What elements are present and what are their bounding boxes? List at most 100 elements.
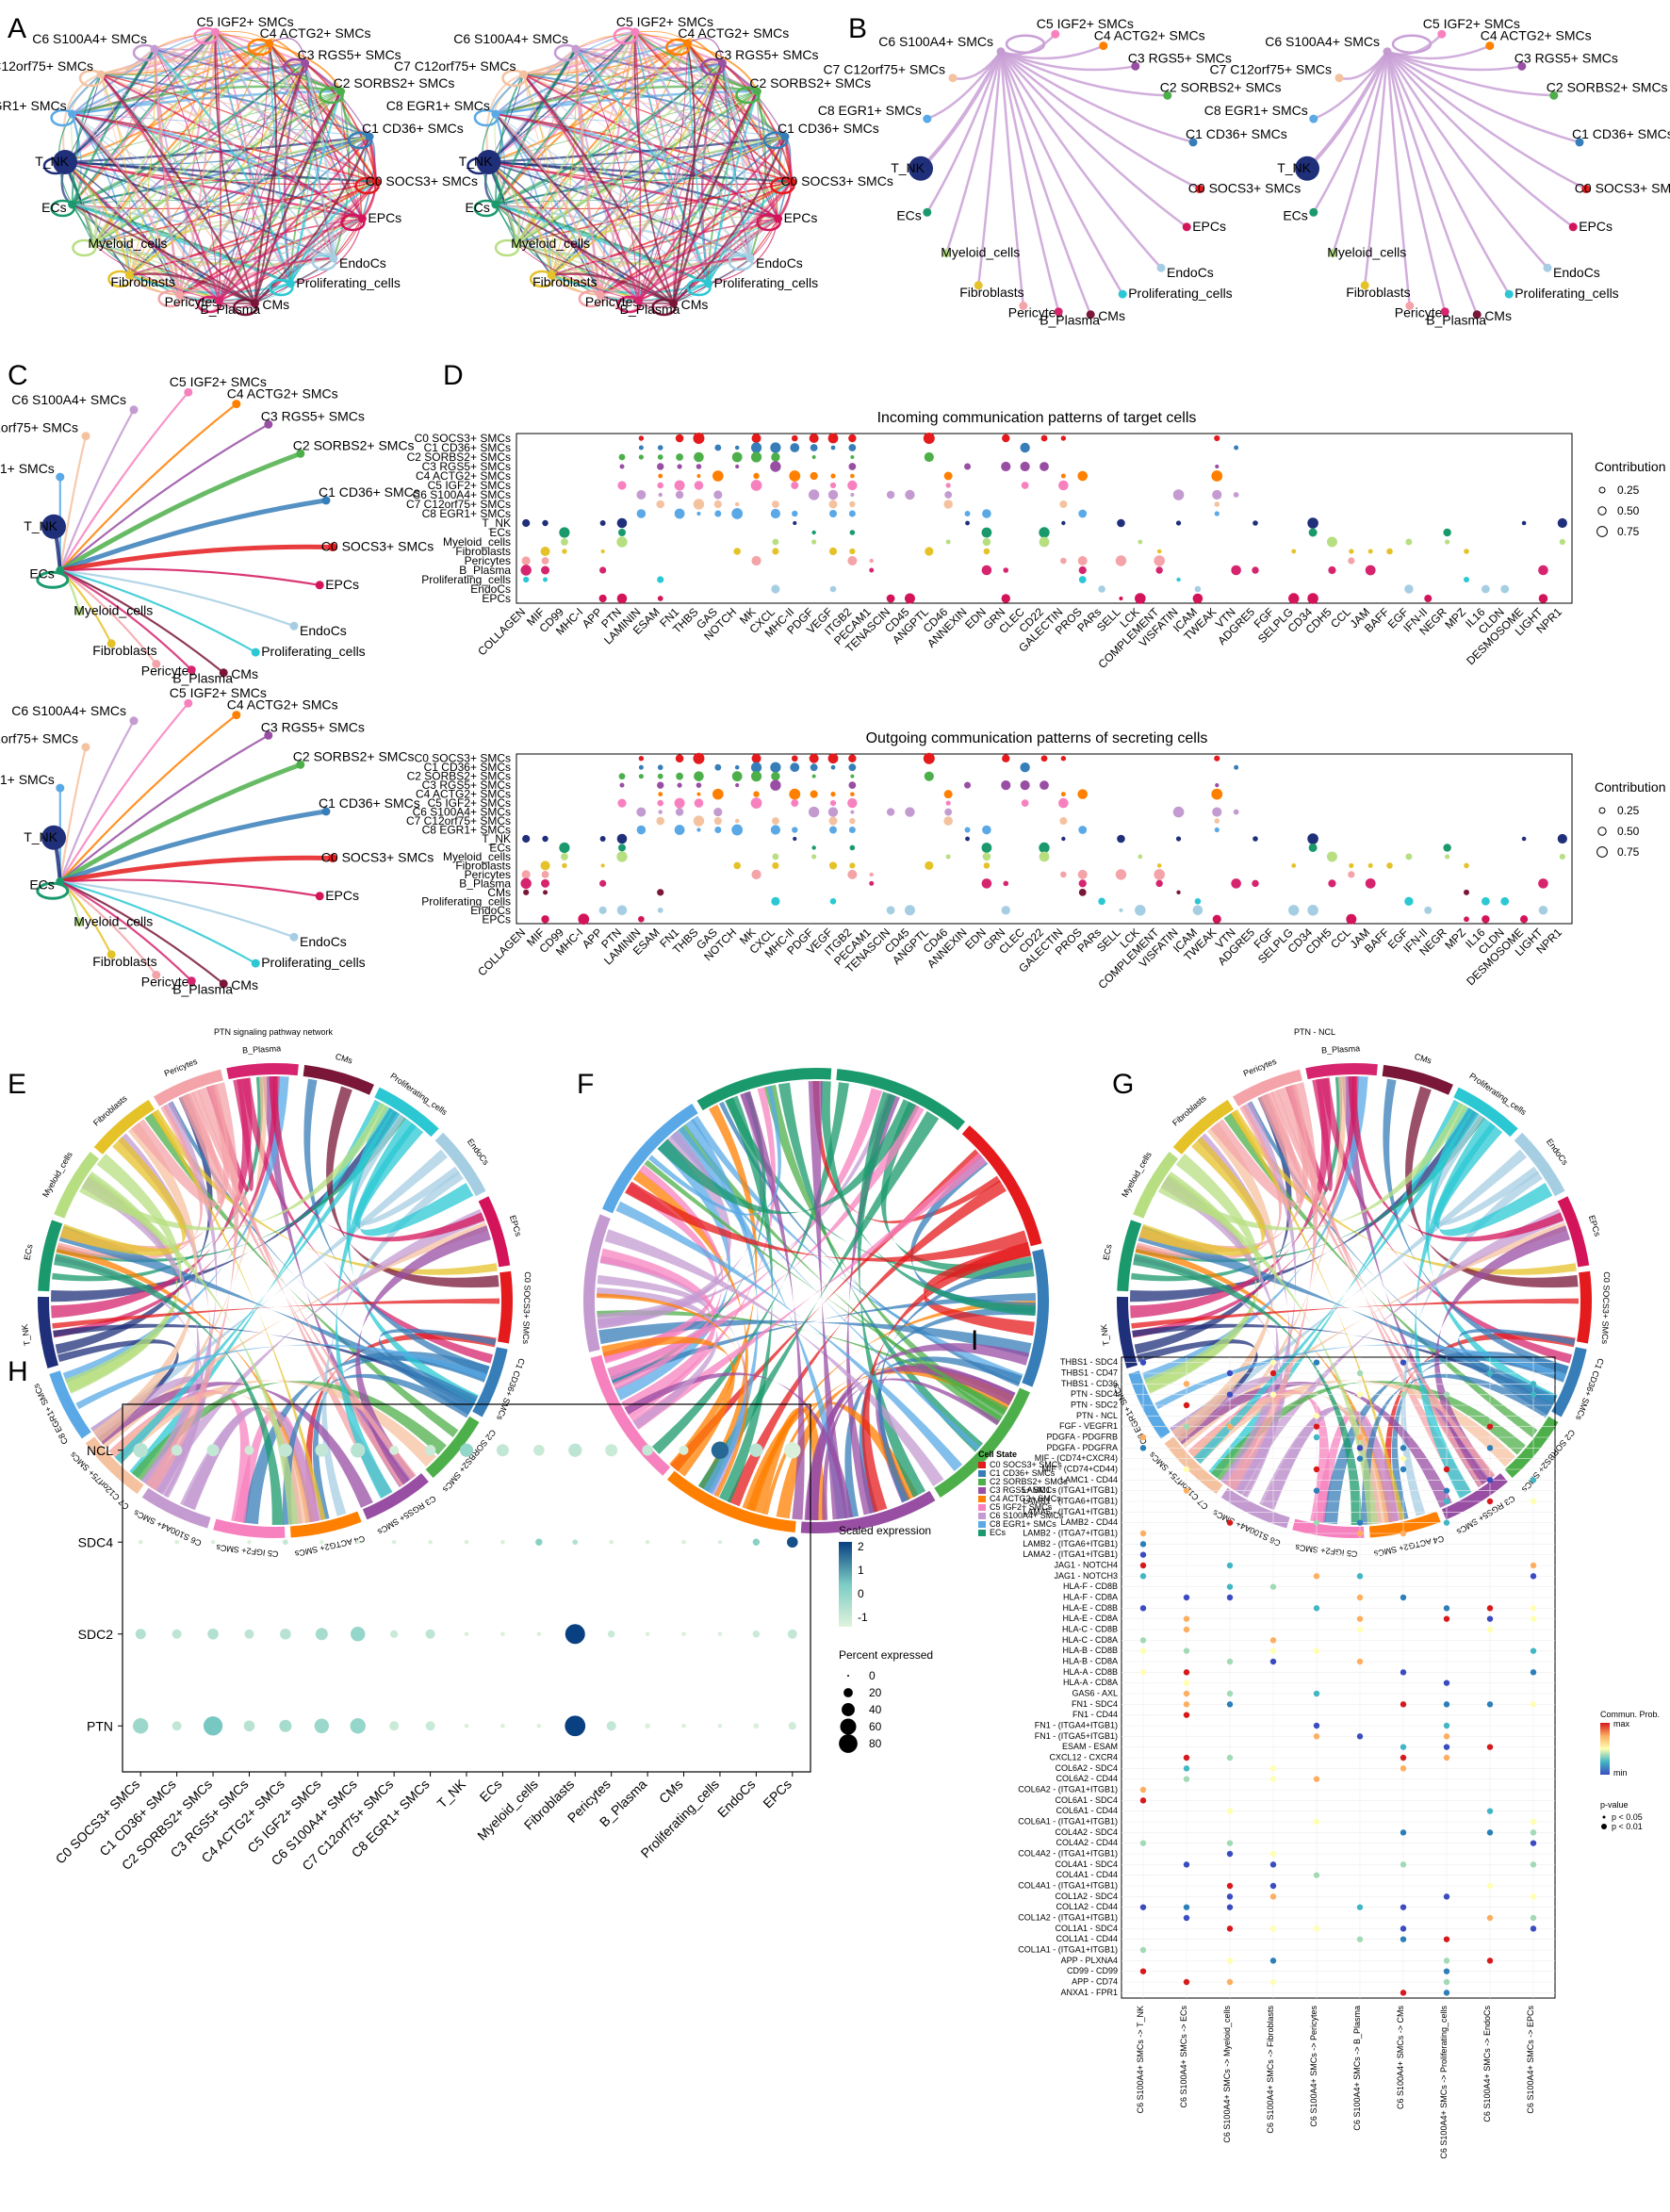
dot [535, 1538, 543, 1546]
dot [1348, 557, 1355, 565]
dot [390, 1630, 399, 1638]
node-t-nk [41, 825, 66, 850]
dot [1356, 1519, 1364, 1526]
chord-ribbon [1160, 1176, 1279, 1488]
dot [1226, 1423, 1234, 1430]
node-cms [250, 299, 259, 308]
edge [218, 136, 370, 302]
panel-letter-a: A [8, 13, 26, 44]
dot [1020, 780, 1030, 791]
dot [565, 1715, 586, 1737]
dot [1356, 1626, 1364, 1633]
dot [750, 771, 762, 782]
dot [1269, 1958, 1277, 1964]
node-epcs [357, 214, 367, 223]
pair-label: HLA-E - CD8A [1062, 1614, 1118, 1623]
node-label: Pericytes [165, 294, 220, 309]
edge [71, 113, 181, 296]
network-c-bottom: C5 IGF2+ SMCs C6 S100A4+ SMCs C4 ACTG2+ SM… [0, 685, 434, 996]
dot [750, 762, 762, 773]
dot [1313, 1818, 1320, 1826]
chord-ribbon [1400, 1171, 1543, 1516]
dot [1135, 593, 1146, 604]
node-label: C4 ACTG2+ SMCs [1481, 28, 1592, 43]
dot [1313, 1733, 1320, 1740]
dot [714, 444, 722, 451]
node-label: CMs [231, 666, 258, 681]
dot [1443, 1958, 1450, 1964]
legend-pct-value: 0 [869, 1669, 876, 1682]
node-label: C8 EGR1+ SMCs [0, 461, 55, 476]
dot [714, 763, 722, 771]
edge [1000, 33, 1056, 56]
dot [636, 825, 647, 835]
edge [523, 42, 688, 75]
dot [1269, 1658, 1277, 1665]
chord-ribbon [644, 1159, 1007, 1416]
edge [637, 136, 786, 302]
dot [1482, 915, 1490, 924]
dot [568, 1443, 582, 1457]
dot [731, 771, 743, 782]
dot [135, 1629, 146, 1640]
dot [1139, 1786, 1147, 1794]
dot [1291, 863, 1297, 868]
node-label: C2 SORBS2+ SMCs [1160, 79, 1282, 94]
pair-label: COL6A1 - CD44 [1056, 1806, 1118, 1815]
node-t-nk [41, 514, 66, 539]
edge [219, 62, 305, 302]
edge [1332, 51, 1389, 254]
row-label: ECs [489, 526, 511, 539]
legend-label: C6 S100A4+ SMCs [990, 1511, 1064, 1520]
node-c1-cd36-smcs [1188, 138, 1198, 147]
edge [128, 48, 156, 276]
dot [1405, 538, 1413, 546]
dot [1040, 462, 1049, 471]
dot [1307, 517, 1318, 529]
edge [100, 74, 370, 138]
dot [811, 774, 816, 778]
dot [712, 470, 724, 482]
chord-ribbon [1208, 1099, 1464, 1479]
row-label: C6 S100A4+ SMCs [413, 806, 511, 819]
dot [717, 1723, 723, 1729]
node-c6-s100a4-smcs [150, 44, 159, 54]
node-label: Fibroblasts [110, 274, 174, 289]
edge [64, 161, 335, 259]
node-label: C7 C12orf75+ SMCs [823, 62, 945, 77]
dot [1269, 1369, 1277, 1377]
legend-dot [1598, 807, 1606, 814]
dot [1356, 1573, 1364, 1580]
target-label: C6 S100A4+ SMCs -> T_NK [1136, 2006, 1145, 2113]
dot [645, 1539, 650, 1545]
dot [1252, 836, 1258, 842]
dot [619, 464, 625, 469]
pair-label: COL4A1 - SDC4 [1055, 1860, 1118, 1869]
self-loop [1005, 34, 1046, 55]
node-label: T_NK [35, 154, 69, 169]
node-b-plasma [214, 296, 223, 305]
dot [1313, 1359, 1320, 1366]
edge [999, 51, 1162, 270]
dot [1464, 549, 1469, 554]
dot [1139, 1562, 1147, 1569]
node-pericytes [596, 290, 605, 300]
dot [1212, 807, 1222, 817]
node-label: C0 SOCS3+ SMCs [1575, 181, 1670, 196]
dot [522, 518, 531, 528]
dot [829, 585, 837, 593]
dot [1424, 595, 1433, 602]
chord-ribbon [129, 1099, 385, 1479]
dot [1530, 1893, 1537, 1900]
chord-ribbon [1348, 1076, 1564, 1242]
node-label: C3 RGS5+ SMCs [714, 47, 818, 62]
dot [1400, 1359, 1407, 1366]
node-label: C4 ACTG2+ SMCs [227, 386, 338, 401]
legend-expr-tick: 0 [858, 1587, 864, 1600]
node-label: C1 CD36+ SMCs [778, 121, 879, 136]
legend-swatch [978, 1496, 986, 1502]
edge [178, 90, 342, 296]
dot [1139, 1541, 1147, 1548]
dot [1356, 1391, 1364, 1398]
dot [1557, 517, 1567, 529]
